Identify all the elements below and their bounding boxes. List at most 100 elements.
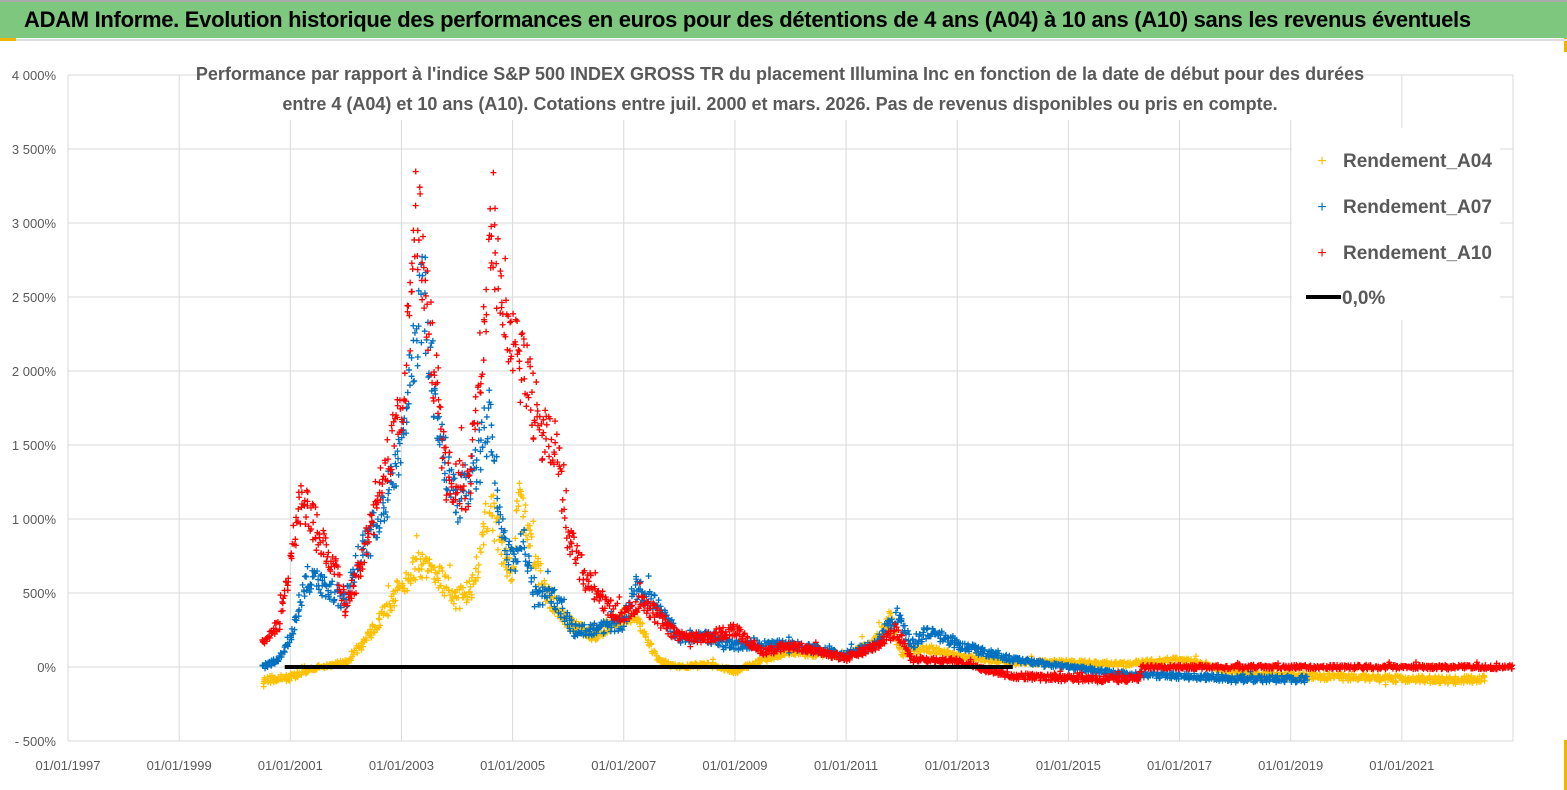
data-point xyxy=(581,621,588,628)
data-point xyxy=(480,541,487,548)
data-point xyxy=(470,581,477,588)
data-point xyxy=(398,434,405,441)
data-point xyxy=(395,455,402,462)
x-tick-label: 01/01/2021 xyxy=(1369,758,1434,773)
data-point xyxy=(980,647,987,654)
data-point xyxy=(476,329,483,336)
data-point xyxy=(527,407,534,414)
data-point xyxy=(408,354,415,361)
data-point xyxy=(473,485,480,492)
data-point xyxy=(540,429,547,436)
data-point xyxy=(414,353,421,360)
data-point xyxy=(415,237,422,244)
data-point xyxy=(451,475,458,482)
data-point xyxy=(386,600,393,607)
data-point xyxy=(317,572,324,579)
data-point xyxy=(527,542,534,549)
data-point xyxy=(635,616,642,623)
data-point xyxy=(487,401,494,408)
data-point xyxy=(620,623,627,630)
data-point xyxy=(896,645,903,652)
data-point xyxy=(318,571,325,578)
data-point xyxy=(966,648,973,655)
data-point xyxy=(937,638,944,645)
data-point xyxy=(763,658,770,665)
data-point xyxy=(616,594,623,601)
data-point xyxy=(431,564,438,571)
data-point xyxy=(518,545,525,552)
data-point xyxy=(283,671,290,678)
data-point xyxy=(329,578,336,585)
data-point xyxy=(433,352,440,359)
data-point xyxy=(421,305,428,312)
data-point xyxy=(426,556,433,563)
data-point xyxy=(475,561,482,568)
data-point xyxy=(1263,679,1270,686)
x-tick-label: 01/01/2001 xyxy=(258,758,323,773)
data-point xyxy=(387,603,394,610)
data-point xyxy=(492,205,499,212)
data-point xyxy=(904,627,911,634)
data-point xyxy=(479,531,486,538)
data-point xyxy=(371,629,378,636)
y-tick-label: 1 000% xyxy=(12,512,57,527)
data-point xyxy=(520,538,527,545)
data-point xyxy=(557,610,564,617)
data-point xyxy=(513,498,520,505)
data-point xyxy=(473,457,480,464)
data-point xyxy=(463,492,470,499)
data-point xyxy=(496,504,503,511)
data-point xyxy=(526,559,533,566)
x-tick-label: 01/01/1997 xyxy=(35,758,100,773)
data-point xyxy=(531,574,538,581)
data-point xyxy=(275,658,282,665)
data-point xyxy=(961,640,968,647)
data-point xyxy=(483,413,490,420)
data-point xyxy=(477,437,484,444)
data-point xyxy=(467,583,474,590)
data-point xyxy=(859,633,866,640)
data-point xyxy=(478,419,485,426)
y-tick-label: 0% xyxy=(37,660,56,675)
data-point xyxy=(482,500,489,507)
data-point xyxy=(393,463,400,470)
corner-accent xyxy=(1564,38,1567,52)
data-point xyxy=(521,375,528,382)
data-point xyxy=(477,389,484,396)
data-point xyxy=(319,592,326,599)
data-point xyxy=(323,582,330,589)
data-point xyxy=(559,605,566,612)
data-point xyxy=(376,616,383,623)
data-point xyxy=(452,461,459,468)
data-point xyxy=(892,609,899,616)
data-point xyxy=(887,610,894,617)
data-point xyxy=(526,527,533,534)
data-point xyxy=(443,485,450,492)
data-point xyxy=(437,404,444,411)
data-point xyxy=(639,620,646,627)
data-point xyxy=(477,545,484,552)
data-point xyxy=(320,527,327,534)
data-point xyxy=(494,508,501,515)
data-points xyxy=(259,168,1516,690)
data-point xyxy=(430,413,437,420)
x-tick-label: 01/01/2009 xyxy=(702,758,767,773)
data-point xyxy=(456,457,463,464)
data-point xyxy=(290,630,297,637)
data-point xyxy=(314,567,321,574)
data-point xyxy=(446,449,453,456)
data-point xyxy=(408,373,415,380)
y-tick-label: 2 000% xyxy=(12,364,57,379)
data-point xyxy=(906,631,913,638)
data-point xyxy=(292,536,299,543)
data-point xyxy=(436,403,443,410)
data-point xyxy=(304,563,311,570)
data-point xyxy=(484,525,491,532)
data-point xyxy=(337,604,344,611)
data-point xyxy=(1382,681,1389,688)
data-point xyxy=(524,342,531,349)
data-point xyxy=(501,534,508,541)
data-point xyxy=(613,620,620,627)
data-point xyxy=(389,480,396,487)
data-point xyxy=(411,377,418,384)
